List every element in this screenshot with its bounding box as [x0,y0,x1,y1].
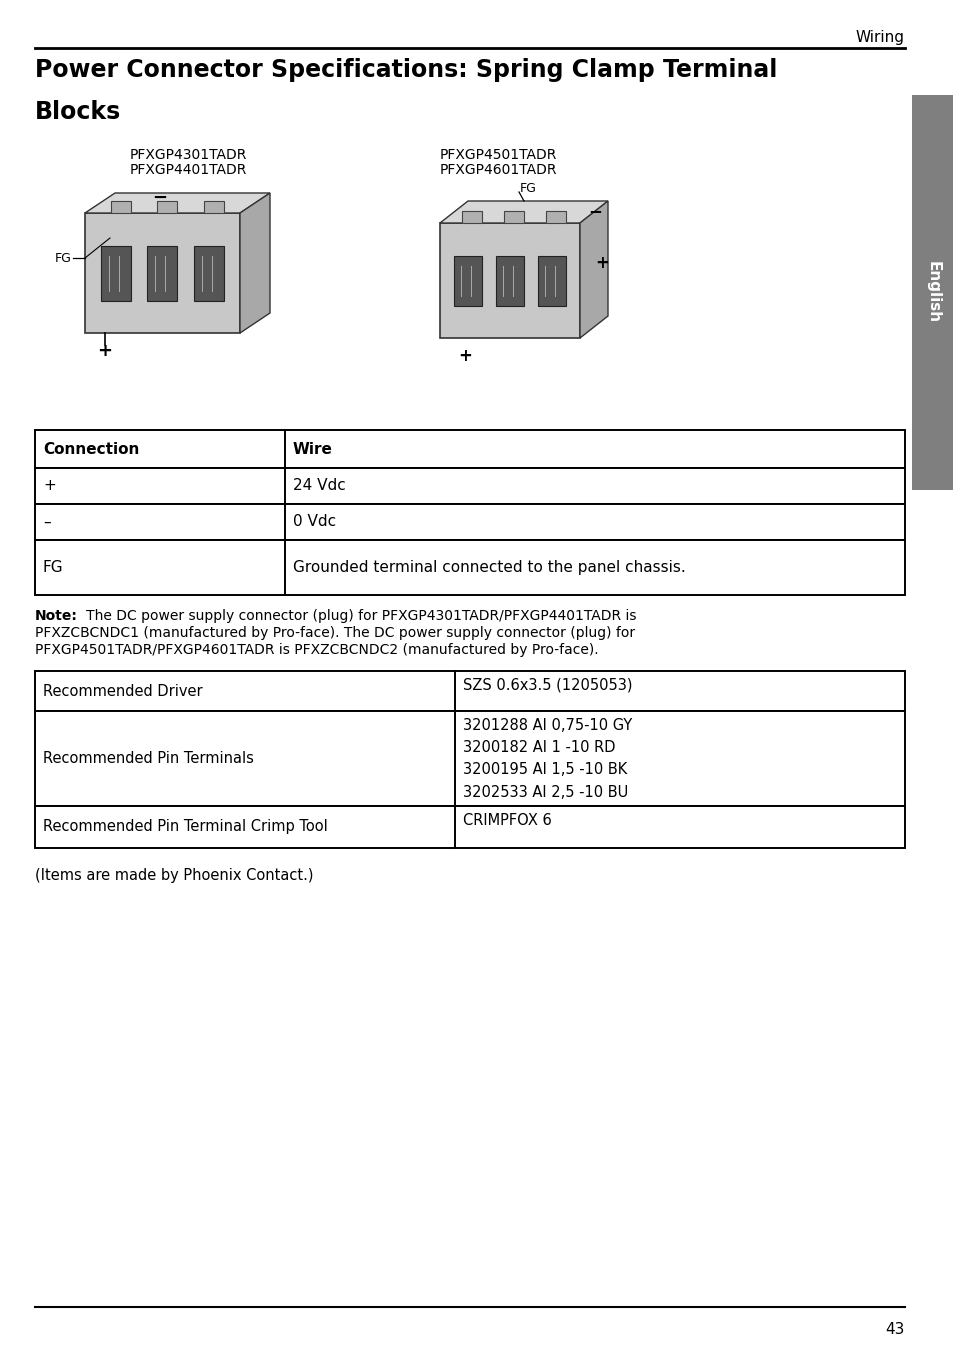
Text: Recommended Driver: Recommended Driver [43,683,202,698]
Bar [35,468,904,504]
Bar [911,95,953,490]
Text: English: English [924,261,940,324]
Bar [35,712,904,806]
Text: PFXGP4601TADR: PFXGP4601TADR [439,163,557,178]
Bar [148,246,177,300]
Text: Blocks: Blocks [35,100,121,124]
Text: Power Connector Specifications: Spring Clamp Terminal: Power Connector Specifications: Spring C… [35,58,777,82]
Text: Recommended Pin Terminals: Recommended Pin Terminals [43,751,253,767]
Polygon shape [439,200,607,223]
Bar [503,211,523,223]
Bar [35,539,904,594]
Text: 24 Vdc: 24 Vdc [293,479,345,494]
Text: PFXGP4501TADR: PFXGP4501TADR [439,148,557,161]
Text: Grounded terminal connected to the panel chassis.: Grounded terminal connected to the panel… [293,560,685,576]
Text: SZS 0.6x3.5 (1205053): SZS 0.6x3.5 (1205053) [462,678,632,693]
Text: −: − [152,190,168,207]
Text: FG: FG [519,182,537,195]
Text: −: − [587,202,601,221]
Text: 3201288 AI 0,75-10 GY
3200182 AI 1 -10 RD
3200195 AI 1,5 -10 BK
3202533 AI 2,5 -: 3201288 AI 0,75-10 GY 3200182 AI 1 -10 R… [462,718,632,799]
Bar [35,806,904,847]
Text: +: + [595,254,608,272]
Bar [454,256,481,305]
Bar [537,256,565,305]
Text: PFXGP4401TADR: PFXGP4401TADR [130,163,247,178]
Text: Wire: Wire [293,441,333,456]
Text: –: – [43,515,51,530]
Text: 43: 43 [884,1322,904,1337]
Polygon shape [240,192,270,334]
Text: Recommended Pin Terminal Crimp Tool: Recommended Pin Terminal Crimp Tool [43,819,328,834]
Text: Wiring: Wiring [855,30,904,44]
Text: PFXGP4301TADR: PFXGP4301TADR [130,148,247,161]
Text: +: + [457,347,472,364]
Text: FG: FG [55,252,71,265]
Polygon shape [85,213,240,334]
Polygon shape [439,223,579,338]
Polygon shape [85,192,270,213]
Bar [35,504,904,539]
Bar [545,211,565,223]
Text: PFXGP4501TADR/PFXGP4601TADR is PFXZCBCNDC2 (manufactured by Pro-face).: PFXGP4501TADR/PFXGP4601TADR is PFXZCBCND… [35,643,598,656]
Bar [204,200,224,213]
Text: (Items are made by Phoenix Contact.): (Items are made by Phoenix Contact.) [35,868,314,884]
Bar [461,211,481,223]
Bar [35,671,904,712]
Text: FG: FG [43,560,64,576]
Text: Connection: Connection [43,441,139,456]
Text: The DC power supply connector (plug) for PFXGP4301TADR/PFXGP4401TADR is: The DC power supply connector (plug) for… [73,609,636,623]
Bar [193,246,224,300]
Polygon shape [579,200,607,338]
Text: +: + [43,479,55,494]
Bar [496,256,523,305]
Bar [35,430,904,468]
Bar [157,200,177,213]
Text: CRIMPFOX 6: CRIMPFOX 6 [462,812,551,829]
Text: PFXZCBCNDC1 (manufactured by Pro-face). The DC power supply connector (plug) for: PFXZCBCNDC1 (manufactured by Pro-face). … [35,625,635,640]
Bar [112,200,132,213]
Text: 0 Vdc: 0 Vdc [293,515,335,530]
Bar [101,246,132,300]
Text: +: + [97,342,112,360]
Text: Note:: Note: [35,609,78,623]
